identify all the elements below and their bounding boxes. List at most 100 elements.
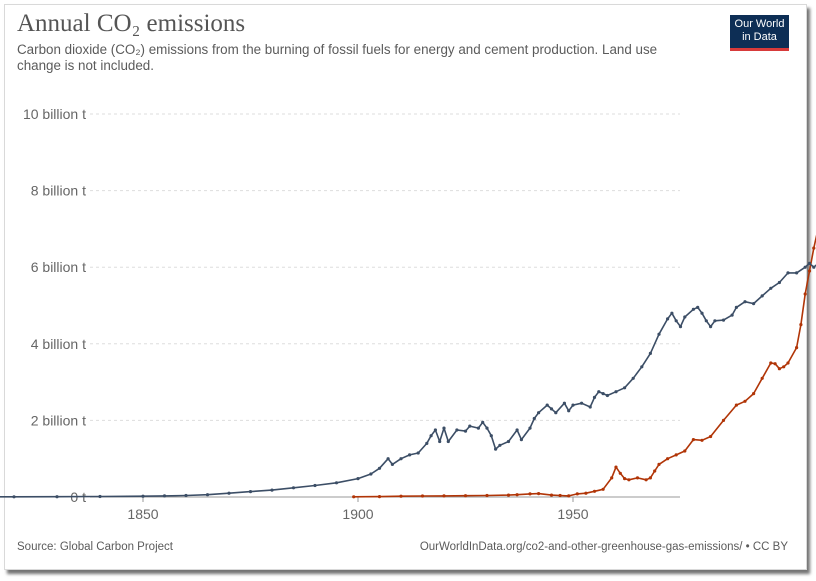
- data-point: [623, 477, 627, 481]
- data-point: [545, 403, 549, 407]
- data-point: [713, 319, 717, 323]
- data-point: [532, 416, 536, 421]
- series-line-united-states[interactable]: [0, 262, 816, 498]
- data-point: [704, 319, 708, 323]
- logo-line-1: Our World: [734, 18, 785, 30]
- data-point: [592, 395, 597, 399]
- data-point: [425, 441, 429, 445]
- data-point: [377, 466, 382, 470]
- data-point: [356, 477, 360, 481]
- data-point: [601, 487, 605, 491]
- data-point: [610, 476, 614, 480]
- data-point: [734, 403, 739, 407]
- logo-line-2: in Data: [742, 31, 777, 43]
- data-point: [463, 429, 468, 433]
- data-point: [408, 453, 412, 457]
- data-point: [657, 332, 661, 336]
- data-point: [700, 311, 704, 315]
- data-point: [141, 494, 145, 498]
- data-point: [506, 439, 511, 444]
- data-point: [558, 493, 562, 498]
- data-point: [730, 313, 734, 317]
- data-point: [743, 399, 747, 403]
- data-point: [537, 411, 541, 415]
- owid-logo[interactable]: Our World in Data: [730, 15, 789, 51]
- data-point: [721, 318, 726, 322]
- data-point: [696, 305, 700, 309]
- attribution-link[interactable]: OurWorldInData.org/co2-and-other-greenho…: [419, 541, 788, 553]
- data-point: [666, 457, 670, 461]
- data-point: [644, 478, 648, 482]
- data-point: [416, 451, 420, 455]
- data-point: [631, 376, 635, 380]
- data-point: [773, 362, 777, 366]
- x-tick-label: 1950: [557, 506, 588, 522]
- data-point: [635, 476, 640, 480]
- data-point: [584, 491, 588, 495]
- series-united-states[interactable]: [0, 261, 816, 499]
- chart-frame: [4, 4, 807, 570]
- y-tick-label: 2 billion t: [31, 412, 86, 428]
- data-point: [313, 483, 317, 488]
- data-point: [592, 489, 597, 493]
- data-point: [184, 493, 188, 498]
- x-tick-label: 1850: [127, 506, 158, 522]
- data-point: [678, 325, 683, 329]
- data-point: [390, 462, 394, 466]
- data-point: [777, 367, 782, 371]
- data-point: [571, 403, 575, 407]
- data-point: [760, 376, 764, 380]
- data-point: [468, 424, 472, 428]
- data-point: [653, 469, 657, 473]
- data-point: [438, 439, 442, 444]
- data-point: [433, 428, 437, 432]
- data-point: [377, 495, 382, 499]
- data-point: [674, 453, 678, 457]
- data-point: [162, 494, 167, 498]
- data-point: [597, 390, 601, 394]
- data-point: [795, 346, 799, 350]
- data-point: [657, 462, 661, 466]
- series-line-china[interactable]: [353, 89, 816, 498]
- data-point: [248, 490, 253, 494]
- data-point: [807, 261, 812, 265]
- data-point: [98, 494, 102, 499]
- data-point: [528, 492, 532, 496]
- data-point: [369, 472, 373, 476]
- data-point: [485, 493, 489, 498]
- data-point: [769, 361, 773, 365]
- y-tick-label: 8 billion t: [31, 183, 86, 199]
- data-point: [777, 280, 782, 285]
- data-point: [812, 265, 816, 269]
- x-tick-label: 1900: [342, 506, 373, 522]
- data-point: [399, 457, 403, 461]
- data-point: [799, 323, 803, 327]
- data-point: [760, 294, 764, 298]
- data-point: [549, 407, 554, 411]
- chart-title: Annual CO₂ emissions: [17, 10, 246, 37]
- data-point: [601, 392, 605, 396]
- series-china[interactable]: [352, 88, 816, 499]
- data-point: [618, 471, 622, 475]
- data-point: [666, 317, 670, 321]
- data-point: [455, 428, 459, 432]
- chart-subtitle: Carbon dioxide (CO₂) emissions from the …: [17, 42, 658, 73]
- source-note: Source: Global Carbon Project: [17, 541, 173, 553]
- data-point: [562, 401, 567, 405]
- data-point: [691, 438, 696, 442]
- data-point: [670, 311, 674, 315]
- data-point: [506, 493, 511, 497]
- data-point: [683, 449, 687, 453]
- data-point: [752, 392, 756, 396]
- data-point: [575, 492, 579, 496]
- data-point: [803, 265, 807, 269]
- grid-lines: [90, 113, 680, 421]
- data-point: [709, 434, 713, 439]
- data-point: [769, 286, 773, 290]
- data-point: [709, 325, 713, 329]
- data-point: [554, 411, 558, 415]
- data-point: [674, 319, 678, 323]
- data-point: [446, 439, 450, 444]
- data-point: [442, 426, 446, 430]
